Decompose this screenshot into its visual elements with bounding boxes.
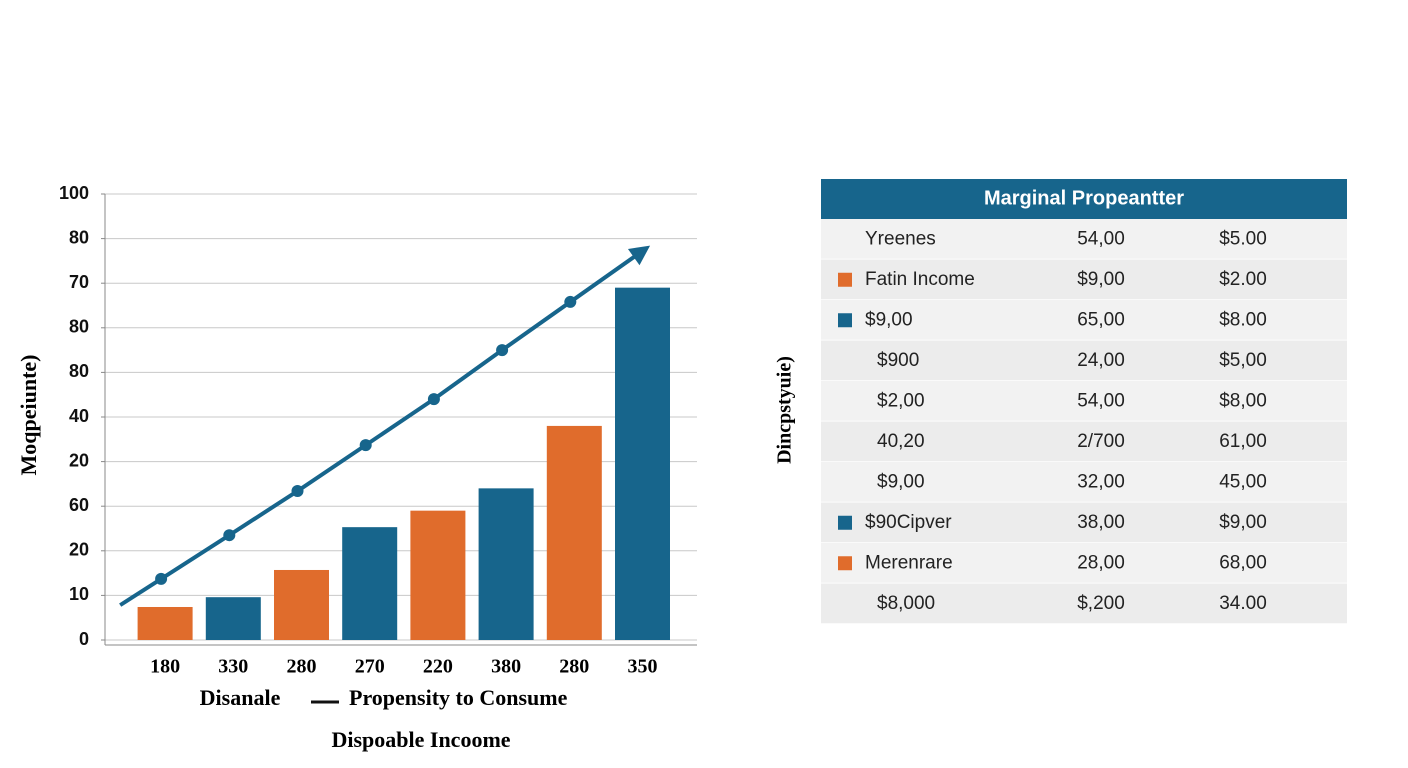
bar: [342, 527, 398, 640]
table-row: [821, 421, 1347, 462]
table-cell: 32,00: [1077, 471, 1125, 492]
x-tick-label: 350: [628, 656, 658, 678]
row-marker: [838, 272, 852, 287]
row-marker: [838, 313, 852, 328]
bar: [478, 488, 534, 640]
table-cell: Merenrare: [865, 552, 953, 573]
table-header: [821, 179, 1347, 219]
line-point: [155, 572, 168, 585]
table-cell: 54,00: [1077, 228, 1125, 249]
line-point: [291, 485, 304, 498]
table-title: Marginal Propeantter: [984, 187, 1184, 209]
row-marker: [838, 556, 852, 571]
line-point: [427, 393, 440, 406]
bar: [137, 606, 193, 640]
x-tick-label: 180: [150, 656, 180, 678]
y-tick-label: 40: [69, 406, 89, 426]
y-tick-label: 80: [69, 317, 89, 337]
table-cell: $,200: [1077, 593, 1125, 614]
table-cell: $90Cipver: [865, 512, 952, 533]
table-row: [821, 259, 1347, 300]
table-cell: 2/700: [1077, 431, 1125, 452]
y-tick-label: 80: [69, 227, 89, 247]
table-cell: $900: [877, 350, 919, 371]
line-point: [359, 439, 372, 452]
row-marker: [838, 515, 852, 530]
legend-label: Disanale: [200, 685, 281, 710]
table-row: [821, 543, 1347, 584]
table-cell: $9,00: [1077, 269, 1125, 290]
table-row: [821, 340, 1347, 381]
table-cell: 61,00: [1219, 431, 1267, 452]
line-point: [564, 295, 577, 308]
table-cell: Fatin Income: [865, 269, 975, 290]
x-tick-label: 220: [423, 656, 453, 678]
table-cell: 45,00: [1219, 471, 1267, 492]
y-tick-label: 10: [69, 584, 89, 604]
table-cell: Yreenes: [865, 228, 936, 249]
trend-extension: [569, 249, 644, 304]
table-cell: $5,00: [1219, 350, 1267, 371]
line-point: [223, 529, 236, 542]
x-tick-label: 280: [287, 656, 317, 678]
table-cell: $9,00: [877, 471, 925, 492]
line-point: [496, 344, 509, 357]
arrow-head: [627, 245, 651, 266]
table-cell: 40,20: [877, 431, 925, 452]
table-cell: $2,00: [877, 390, 925, 411]
bar: [615, 287, 670, 640]
y-axis-label: Moqpeiunte): [16, 355, 41, 476]
bar: [546, 425, 602, 640]
y-tick-label: 80: [69, 361, 89, 381]
table-cell: $5.00: [1219, 228, 1267, 249]
table-cell: 65,00: [1077, 309, 1125, 330]
y-tick-label: 60: [69, 495, 89, 515]
table-cell: $8.00: [1219, 309, 1267, 330]
table-row: [821, 300, 1347, 341]
x-tick-label: 330: [218, 656, 248, 678]
table-cell: 54,00: [1077, 390, 1125, 411]
x-tick-label: 380: [491, 656, 521, 678]
table-cell: $8,000: [877, 593, 935, 614]
y-tick-label: 20: [69, 450, 89, 470]
table-cell: $8,00: [1219, 390, 1267, 411]
table-cell: $9,00: [1219, 512, 1267, 533]
table-cell: 68,00: [1219, 552, 1267, 573]
y-tick-label: 20: [69, 540, 89, 560]
x-axis-label: Dispoable Incoome: [331, 727, 510, 752]
table-row: [821, 502, 1347, 543]
table-row: [821, 381, 1347, 422]
table-row: [821, 462, 1347, 503]
y-tick-label: 100: [59, 183, 89, 203]
table-row: [821, 219, 1347, 260]
table-cell: 34.00: [1219, 593, 1267, 614]
bar: [274, 569, 329, 640]
x-tick-label: 280: [559, 656, 589, 678]
bar: [410, 510, 466, 640]
table-row: [821, 583, 1347, 624]
x-tick-label: 270: [355, 656, 385, 678]
y-tick-label: 70: [69, 272, 89, 292]
table-cell: 24,00: [1077, 350, 1125, 371]
y-tick-label: 0: [79, 629, 89, 649]
side-label: Dincpstyuie): [774, 356, 796, 464]
table-cell: $2.00: [1219, 269, 1267, 290]
trend-extension: [119, 577, 163, 607]
bar: [205, 597, 261, 640]
legend-label: Propensity to Consume: [349, 685, 568, 710]
table-cell: 38,00: [1077, 512, 1125, 533]
table-cell: $9,00: [865, 309, 913, 330]
table-cell: 28,00: [1077, 552, 1125, 573]
